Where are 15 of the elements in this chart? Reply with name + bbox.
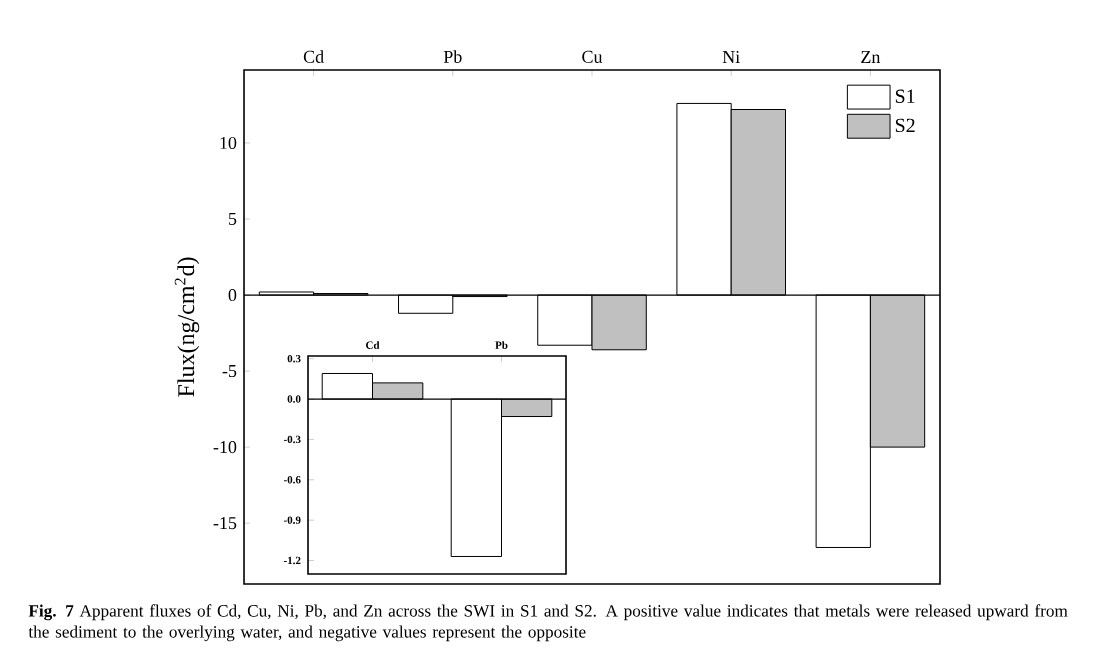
legend-label: S2 bbox=[895, 118, 915, 133]
text: Fig. 7 Apparent fluxes of Cd, Cu, Ni, Pb, and Zn across the SWI in S1 and S2. A positive value indicates that metals were released upward from the sediment to the overlying water, and negative values represent the opposite bbox=[28, 604, 1068, 642]
y-axis-title: Flux(ng/cm$^{2}$d) bbox=[174, 257, 200, 397]
y-tick-label: -5 bbox=[222, 365, 237, 378]
y-tick-label: 10 bbox=[220, 136, 237, 150]
x-tick-label: Pb bbox=[443, 50, 462, 63]
x-tick-label: Cd bbox=[303, 50, 324, 63]
y-tick-label: -10 bbox=[213, 441, 237, 454]
x-tick-label: Ni bbox=[722, 50, 740, 63]
y-tick-label: -15 bbox=[213, 517, 237, 530]
x-tick-label: Zn bbox=[861, 51, 881, 63]
legend-label: S1 bbox=[895, 89, 915, 103]
y-tick-label: 0 bbox=[228, 288, 237, 302]
y-tick-label: 5 bbox=[228, 213, 237, 225]
x-tick-label: Cu bbox=[582, 50, 603, 63]
